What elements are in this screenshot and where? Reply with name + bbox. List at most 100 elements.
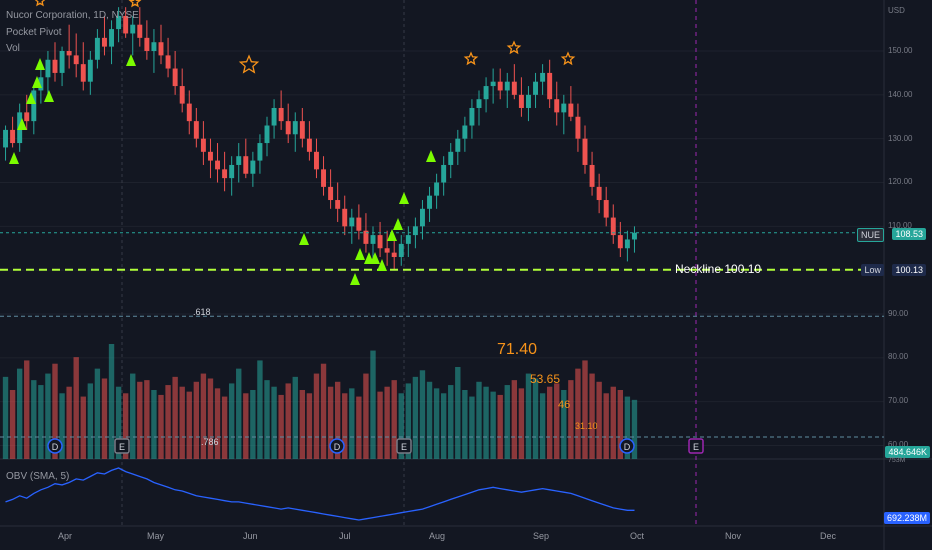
candle-body — [243, 156, 249, 174]
low-tag-label: Low — [861, 264, 884, 276]
candle-body — [321, 169, 327, 187]
pocket-pivot-triangle — [377, 259, 387, 271]
indicator-pocket-pivot-label[interactable]: Pocket Pivot — [6, 27, 62, 38]
volume-bar — [546, 386, 553, 459]
volume-bar — [165, 385, 171, 459]
volume-bar — [87, 383, 94, 459]
candle-body — [229, 164, 235, 179]
volume-bar — [483, 386, 489, 459]
candle-body — [561, 103, 567, 113]
candle-body — [144, 37, 150, 51]
candle-body — [582, 138, 588, 165]
volume-bar — [80, 396, 86, 459]
pocket-pivot-triangle — [393, 218, 403, 230]
dividend-event-marker[interactable]: D — [329, 438, 345, 454]
annotation-value-2: 53.65 — [530, 372, 561, 386]
volume-bar — [490, 391, 496, 459]
obv-pane — [0, 467, 932, 527]
earnings-icon — [114, 438, 130, 454]
volume-bar — [617, 390, 624, 459]
volume-bar — [38, 385, 44, 459]
volume-bar — [582, 360, 588, 459]
price-tick-70: 70.00 — [888, 396, 909, 405]
volume-bar — [476, 381, 482, 459]
annotation-value-1: 71.40 — [497, 341, 538, 358]
pocket-pivot-triangle — [26, 92, 36, 104]
star-icon — [128, 0, 142, 8]
volume-bar — [158, 394, 164, 459]
candle-body — [73, 55, 79, 65]
pocket-pivot-triangle — [370, 252, 380, 264]
earnings-event-marker[interactable]: E — [114, 438, 130, 454]
price-tick-150: 150.00 — [888, 46, 913, 55]
volume-bar — [59, 393, 65, 459]
dividend-event-marker[interactable]: D — [47, 438, 63, 454]
volume-bar — [384, 386, 390, 459]
candle-body — [575, 116, 581, 139]
candle-body — [363, 230, 369, 244]
dividend-event-marker[interactable]: D — [619, 438, 635, 454]
volume-bar — [31, 380, 37, 459]
candle-body — [504, 81, 510, 91]
pocket-pivot-triangle — [9, 152, 19, 164]
pocket-pivot-triangle — [299, 233, 309, 245]
candle-body — [250, 160, 256, 174]
candle-body — [130, 24, 136, 34]
volume-bar — [398, 393, 404, 459]
candle-body — [101, 37, 107, 47]
candle-body — [172, 68, 178, 87]
volume-bar — [405, 383, 412, 459]
candle-body — [335, 200, 341, 209]
price-tick-130: 130.00 — [888, 134, 913, 143]
pocket-pivot-triangle — [426, 150, 436, 162]
candle-body — [589, 164, 595, 187]
volume-bar — [9, 390, 16, 459]
candle-body — [328, 186, 334, 201]
volume-bar — [426, 381, 433, 459]
volume-bar — [504, 385, 510, 459]
neckline-label[interactable]: Neckline 100.10 — [675, 262, 762, 276]
volume-bar — [292, 376, 298, 459]
candle-body — [596, 186, 602, 201]
nue-tag-label: NUE — [856, 228, 884, 242]
pocket-pivot-triangle — [126, 54, 136, 66]
volume-bar — [575, 368, 581, 459]
candle-body — [533, 81, 539, 95]
candle-body — [525, 94, 531, 108]
star-icon — [238, 54, 260, 74]
candle-body — [151, 42, 157, 51]
volume-bar — [264, 380, 270, 459]
month-label-sep: Sep — [533, 531, 550, 541]
volume-bar — [52, 363, 58, 459]
candle-body — [116, 15, 122, 30]
price-tick-60: 60.00 — [888, 440, 909, 449]
candle-body — [518, 94, 524, 108]
candle-body — [193, 121, 199, 139]
volume-bar — [363, 373, 369, 459]
volume-bar — [228, 383, 235, 459]
volume-bar — [313, 373, 320, 459]
candle-body — [483, 86, 489, 100]
earnings-event-marker[interactable]: E — [688, 438, 704, 454]
volume-bar — [561, 390, 567, 459]
pocket-pivot-markers — [9, 0, 576, 285]
obv-indicator-label[interactable]: OBV (SMA, 5) — [6, 471, 70, 482]
volume-bar — [285, 383, 291, 459]
earnings-event-marker[interactable]: E — [396, 438, 412, 454]
indicator-volume-label[interactable]: Vol — [6, 43, 20, 54]
candle-body — [10, 129, 16, 144]
star-icon — [463, 51, 479, 66]
symbol-title[interactable]: Nucor Corporation, 1D, NYSE — [6, 10, 139, 21]
volume-bar — [2, 376, 9, 459]
candle-body — [631, 232, 637, 240]
candle-body — [540, 72, 546, 82]
candle-body — [94, 37, 100, 60]
candle-body — [511, 81, 517, 95]
volume-bar — [462, 390, 468, 459]
volume-bar — [610, 386, 616, 459]
dividend-icon — [47, 438, 63, 454]
volume-bar — [214, 388, 221, 459]
star-icon — [506, 40, 522, 55]
